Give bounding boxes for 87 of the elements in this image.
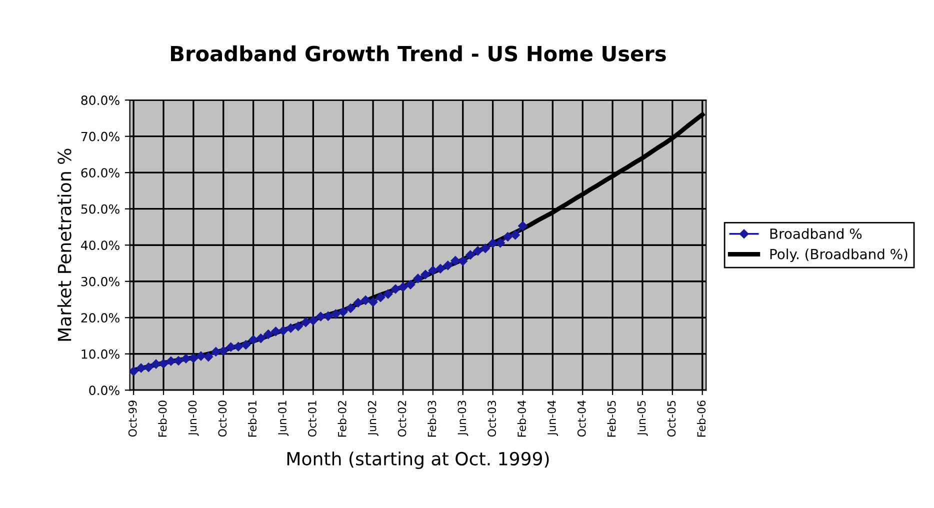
point	[130, 366, 138, 376]
point	[286, 324, 296, 333]
point	[473, 246, 482, 256]
point	[301, 318, 310, 327]
point	[211, 347, 221, 356]
point	[256, 334, 266, 343]
point	[226, 342, 236, 352]
x-tick-label: Feb-05	[607, 400, 616, 437]
point	[510, 230, 520, 240]
point	[166, 356, 176, 366]
point	[136, 363, 146, 373]
chart-title: Broadband Growth Trend - US Home Users	[171, 45, 666, 62]
y-tick-label: 50.0%	[81, 204, 120, 214]
y-tick-label: 0.0%	[89, 386, 120, 396]
point	[324, 312, 333, 321]
y-axis-title: Market Penetration %	[57, 148, 72, 341]
point	[360, 296, 370, 305]
point	[181, 354, 191, 364]
x-tick-label: Jun-02	[368, 400, 378, 436]
point	[151, 359, 161, 369]
point	[204, 352, 214, 362]
point	[450, 256, 460, 266]
point	[518, 221, 528, 231]
x-tick-label: Oct-03	[488, 400, 496, 437]
point	[443, 260, 453, 270]
x-tick-label: Oct-01	[308, 400, 316, 437]
point	[480, 244, 490, 253]
point	[188, 354, 198, 363]
point	[376, 292, 386, 302]
x-tick-label: Jun-00	[188, 400, 199, 436]
y-tick-label: 80.0%	[81, 96, 120, 106]
y-tick-label: 70.0%	[81, 132, 120, 142]
legend-label: Broadband %	[770, 228, 862, 239]
point	[383, 289, 393, 299]
point	[436, 264, 446, 274]
point	[248, 335, 258, 344]
y-tick-label: 60.0%	[81, 168, 120, 178]
point	[488, 238, 498, 248]
point	[144, 362, 154, 372]
point	[331, 309, 340, 319]
x-tick-label: Feb-04	[517, 400, 526, 437]
point	[390, 284, 400, 294]
point	[158, 359, 168, 368]
point	[271, 326, 280, 336]
x-tick-label: Jun-04	[548, 400, 558, 436]
x-tick-label: Jun-01	[278, 400, 289, 436]
x-tick-label: Jun-05	[637, 400, 648, 436]
x-tick-label: Oct-99	[128, 400, 137, 437]
x-tick-label: Oct-04	[577, 400, 586, 437]
point	[458, 256, 468, 266]
x-tick-label: Feb-02	[338, 400, 346, 437]
point	[234, 342, 243, 352]
point	[346, 304, 356, 313]
y-tick-label: 20.0%	[81, 313, 120, 323]
point	[294, 322, 303, 331]
point	[278, 326, 288, 336]
y-tick-label: 30.0%	[81, 276, 120, 286]
x-tick-label: Feb-01	[248, 400, 257, 437]
point	[413, 274, 423, 284]
x-tick-label: Oct-02	[398, 400, 406, 437]
x-tick-label: Feb-03	[428, 400, 436, 437]
point	[406, 280, 416, 290]
x-axis-title: Month (starting at Oct. 1999)	[287, 452, 549, 470]
point	[196, 351, 206, 361]
x-tick-label: Oct-05	[667, 400, 676, 437]
point	[398, 282, 408, 292]
y-tick-label: 40.0%	[81, 240, 120, 250]
point	[174, 356, 184, 366]
point	[218, 346, 228, 356]
point	[316, 312, 326, 322]
point	[338, 307, 348, 316]
point	[241, 340, 250, 350]
y-tick-label: 10.0%	[82, 349, 120, 359]
x-tick-label: Oct-00	[218, 400, 227, 437]
point	[503, 232, 512, 242]
x-tick-label: Feb-00	[158, 400, 167, 437]
point	[496, 238, 505, 248]
point	[428, 266, 438, 276]
point	[353, 298, 363, 308]
x-tick-label: Jun-03	[458, 400, 468, 436]
legend-label: Poly. (Broadband %)	[770, 248, 908, 262]
point	[308, 316, 318, 326]
point	[420, 270, 430, 280]
point	[466, 250, 475, 260]
x-tick-label: Feb-06	[696, 400, 706, 437]
point	[368, 297, 378, 307]
point	[264, 330, 273, 339]
